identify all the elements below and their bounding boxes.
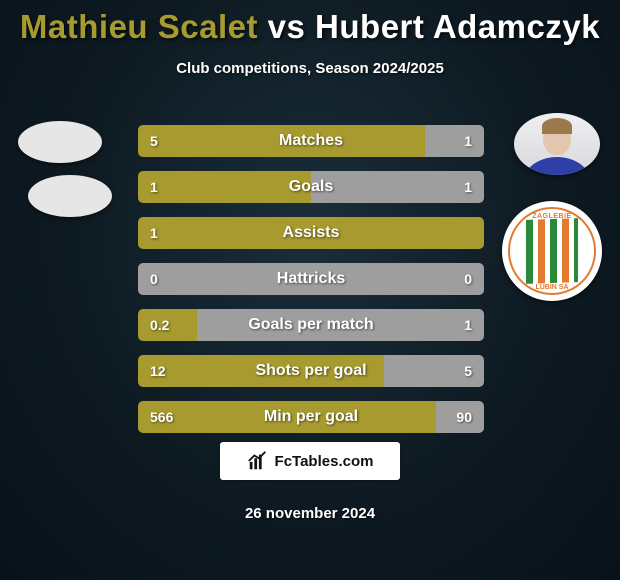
stat-label: Assists <box>283 224 340 242</box>
stat-label: Shots per goal <box>255 362 366 380</box>
comparison-panel: ZAGLEBIE LUBIN SA 5 1 Matches 1 1 Goals 1 Assis… <box>0 105 620 435</box>
player1-club-badge <box>28 175 112 217</box>
title-player2: Hubert Adamczyk <box>315 8 600 45</box>
stat-row: 12 5 Shots per goal <box>138 355 484 387</box>
stat-label: Min per goal <box>264 408 358 426</box>
stat-value-right: 90 <box>456 409 472 425</box>
stat-value-right: 1 <box>464 133 472 149</box>
stat-row: 0.2 1 Goals per match <box>138 309 484 341</box>
stat-value-left: 566 <box>150 409 173 425</box>
stat-bar-right <box>425 125 484 157</box>
stat-row: 1 Assists <box>138 217 484 249</box>
stat-label: Matches <box>279 132 343 150</box>
page-title: Mathieu Scalet vs Hubert Adamczyk <box>0 0 620 46</box>
player1-avatar <box>18 121 102 163</box>
stat-value-right: 1 <box>464 179 472 195</box>
stat-row: 0 0 Hattricks <box>138 263 484 295</box>
footer-date: 26 november 2024 <box>0 505 620 522</box>
stat-value-left: 1 <box>150 225 158 241</box>
stat-value-left: 0.2 <box>150 317 169 333</box>
stat-value-left: 5 <box>150 133 158 149</box>
player2-club-badge: ZAGLEBIE LUBIN SA <box>502 201 602 301</box>
stat-label: Hattricks <box>277 270 345 288</box>
brand-text: FcTables.com <box>275 453 374 470</box>
stat-label: Goals per match <box>248 316 373 334</box>
stat-row: 566 90 Min per goal <box>138 401 484 433</box>
club-badge-bottom-text: LUBIN SA <box>535 284 568 291</box>
chart-icon <box>247 450 269 472</box>
stat-row: 1 1 Goals <box>138 171 484 203</box>
stat-bar-right <box>311 171 484 203</box>
stat-row: 5 1 Matches <box>138 125 484 157</box>
stat-rows: 5 1 Matches 1 1 Goals 1 Assists 0 0 Hattricks 0.2 1 G… <box>138 125 484 447</box>
stat-label: Goals <box>289 178 333 196</box>
stat-value-left: 1 <box>150 179 158 195</box>
player2-avatar <box>514 113 600 175</box>
title-player1: Mathieu Scalet <box>20 8 258 45</box>
stat-bar-left <box>138 171 311 203</box>
stat-value-right: 5 <box>464 363 472 379</box>
stat-value-left: 12 <box>150 363 166 379</box>
stat-value-right: 0 <box>464 271 472 287</box>
brand-badge: FcTables.com <box>220 442 400 480</box>
subtitle: Club competitions, Season 2024/2025 <box>0 60 620 77</box>
title-vs: vs <box>268 8 306 45</box>
stat-value-right: 1 <box>464 317 472 333</box>
stat-value-left: 0 <box>150 271 158 287</box>
